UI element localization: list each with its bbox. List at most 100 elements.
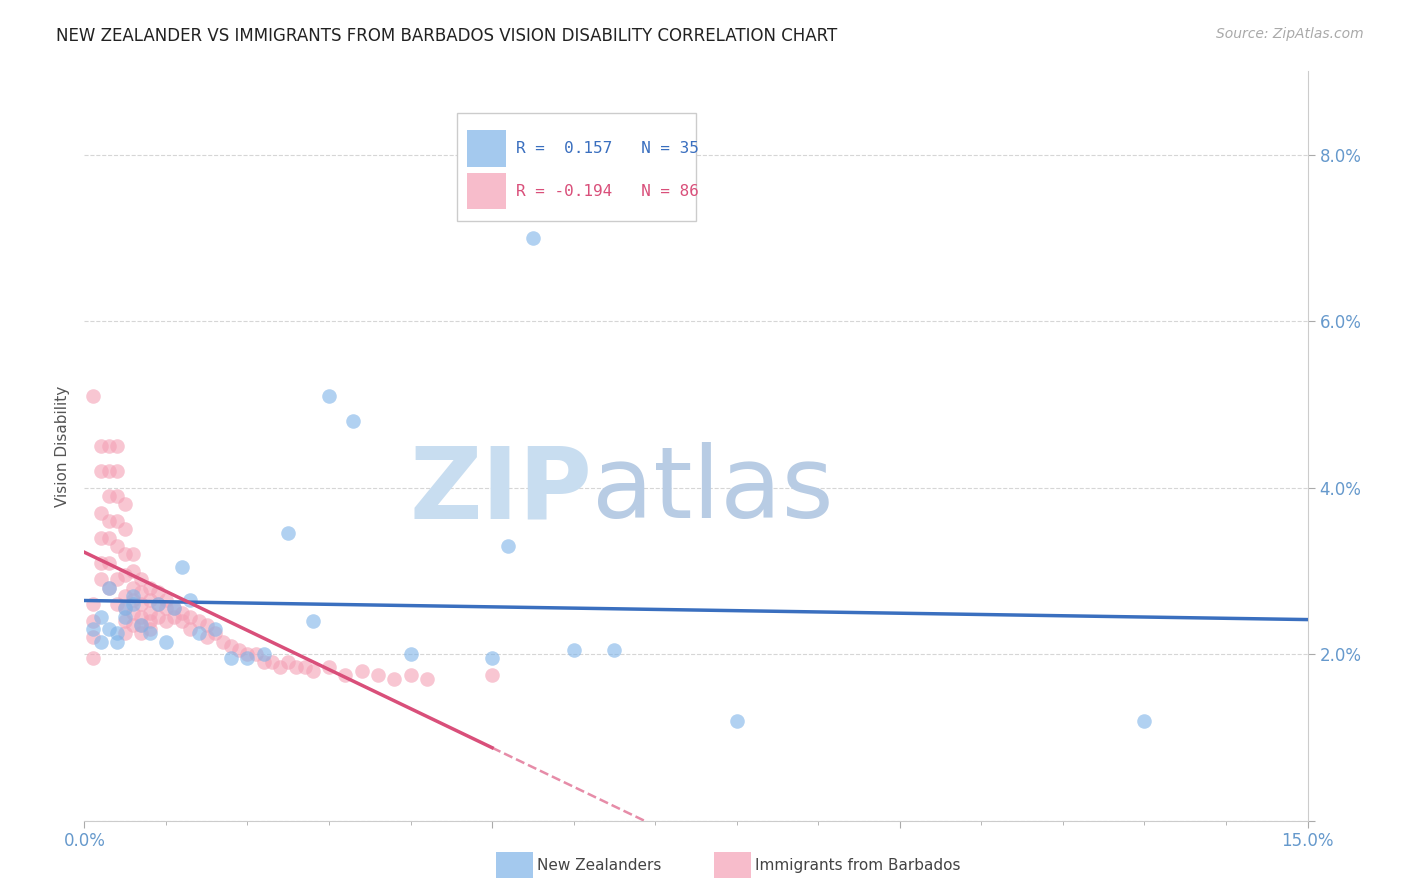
Text: Immigrants from Barbados: Immigrants from Barbados bbox=[755, 858, 960, 872]
Point bbox=[204, 626, 226, 640]
Point bbox=[97, 556, 120, 570]
Point bbox=[253, 656, 276, 670]
Point bbox=[105, 439, 128, 453]
Point bbox=[163, 601, 186, 615]
Point bbox=[179, 609, 201, 624]
Text: ZIP: ZIP bbox=[409, 442, 592, 540]
Point bbox=[105, 626, 128, 640]
Point bbox=[105, 597, 128, 611]
Point bbox=[522, 231, 544, 245]
Point bbox=[146, 609, 169, 624]
Point bbox=[90, 531, 112, 545]
Point bbox=[172, 559, 194, 574]
Point bbox=[138, 593, 160, 607]
FancyBboxPatch shape bbox=[467, 172, 506, 210]
Point bbox=[122, 581, 145, 595]
Point bbox=[481, 651, 503, 665]
Point bbox=[97, 531, 120, 545]
Point bbox=[131, 618, 153, 632]
Point bbox=[114, 609, 136, 624]
Point bbox=[179, 622, 201, 636]
Point bbox=[114, 522, 136, 536]
Point bbox=[90, 464, 112, 478]
Point bbox=[114, 497, 136, 511]
Text: NEW ZEALANDER VS IMMIGRANTS FROM BARBADOS VISION DISABILITY CORRELATION CHART: NEW ZEALANDER VS IMMIGRANTS FROM BARBADO… bbox=[56, 27, 838, 45]
Point bbox=[416, 672, 439, 686]
Point bbox=[1133, 714, 1156, 728]
Text: R = -0.194   N = 86: R = -0.194 N = 86 bbox=[516, 184, 699, 199]
Point bbox=[131, 626, 153, 640]
Point bbox=[114, 614, 136, 628]
Y-axis label: Vision Disability: Vision Disability bbox=[55, 385, 70, 507]
Point bbox=[350, 664, 373, 678]
Point bbox=[90, 609, 112, 624]
Point bbox=[212, 634, 235, 648]
Point bbox=[277, 526, 299, 541]
Point bbox=[138, 614, 160, 628]
Point bbox=[245, 647, 267, 661]
Point bbox=[277, 656, 299, 670]
Point bbox=[603, 643, 626, 657]
Point bbox=[498, 539, 520, 553]
Text: Source: ZipAtlas.com: Source: ZipAtlas.com bbox=[1216, 27, 1364, 41]
Point bbox=[146, 597, 169, 611]
Point bbox=[138, 626, 160, 640]
Point bbox=[122, 606, 145, 620]
Point bbox=[97, 489, 120, 503]
Point bbox=[269, 659, 291, 673]
Point bbox=[236, 647, 259, 661]
Point bbox=[97, 464, 120, 478]
Point bbox=[301, 664, 323, 678]
Point bbox=[399, 647, 422, 661]
Point bbox=[122, 593, 145, 607]
Point bbox=[105, 514, 128, 528]
Point bbox=[294, 659, 316, 673]
Point bbox=[122, 589, 145, 603]
Point bbox=[155, 593, 177, 607]
Point bbox=[82, 614, 104, 628]
Point bbox=[367, 668, 389, 682]
Point bbox=[90, 634, 112, 648]
Point bbox=[318, 659, 340, 673]
Point bbox=[131, 609, 153, 624]
Point bbox=[97, 622, 120, 636]
Point bbox=[187, 626, 209, 640]
Point bbox=[155, 614, 177, 628]
Point bbox=[163, 609, 186, 624]
Point bbox=[253, 647, 276, 661]
Point bbox=[82, 389, 104, 403]
Point bbox=[399, 668, 422, 682]
Point bbox=[187, 614, 209, 628]
Point bbox=[138, 606, 160, 620]
Point bbox=[105, 539, 128, 553]
Point bbox=[122, 564, 145, 578]
Point bbox=[342, 414, 364, 428]
Point bbox=[114, 601, 136, 615]
Point bbox=[90, 572, 112, 586]
Point bbox=[219, 651, 242, 665]
Point bbox=[131, 572, 153, 586]
Point bbox=[172, 606, 194, 620]
Point bbox=[138, 622, 160, 636]
Point bbox=[382, 672, 405, 686]
Point bbox=[285, 659, 308, 673]
Point bbox=[82, 622, 104, 636]
Point bbox=[228, 643, 250, 657]
Point bbox=[163, 601, 186, 615]
Point bbox=[97, 581, 120, 595]
Point bbox=[131, 584, 153, 599]
Point bbox=[82, 597, 104, 611]
Point bbox=[301, 614, 323, 628]
Point bbox=[155, 601, 177, 615]
Point bbox=[318, 389, 340, 403]
Point bbox=[82, 631, 104, 645]
Point bbox=[146, 597, 169, 611]
Point bbox=[131, 618, 153, 632]
Point bbox=[146, 584, 169, 599]
Point bbox=[105, 489, 128, 503]
Point bbox=[481, 668, 503, 682]
Point bbox=[114, 601, 136, 615]
Point bbox=[204, 622, 226, 636]
FancyBboxPatch shape bbox=[457, 112, 696, 221]
Point bbox=[90, 556, 112, 570]
